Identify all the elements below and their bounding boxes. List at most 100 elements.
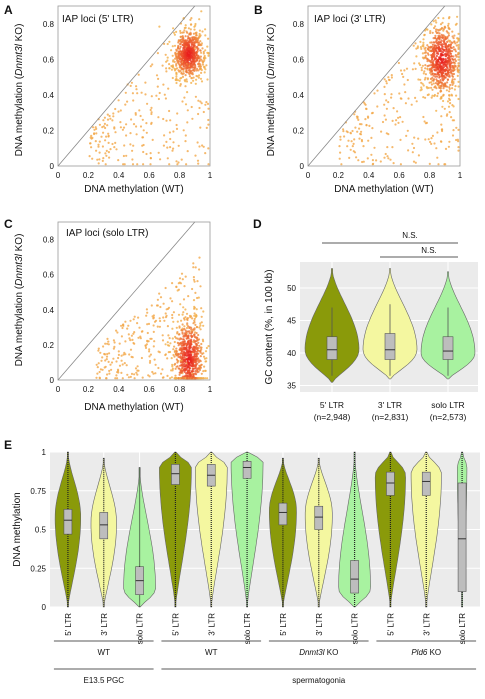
scatter-point <box>200 315 203 318</box>
scatter-point <box>121 323 125 327</box>
scatter-point <box>184 39 187 43</box>
y-tick-label: 0.6 <box>43 55 55 64</box>
scatter-point <box>177 344 180 347</box>
scatter-point <box>172 27 175 30</box>
scatter-point <box>451 78 454 81</box>
scatter-point <box>192 262 195 265</box>
scatter-point <box>194 323 197 326</box>
scatter-point <box>88 155 91 158</box>
scatter-point <box>431 94 434 97</box>
scatter-point <box>454 42 457 45</box>
scatter-point <box>450 70 453 73</box>
scatter-point <box>437 80 440 83</box>
scatter-point <box>192 68 195 71</box>
scatter-point <box>423 47 426 50</box>
group-label: Pld6 KO <box>411 648 441 657</box>
scatter-point <box>449 60 452 63</box>
scatter-point <box>452 37 455 40</box>
scatter-point <box>442 70 445 73</box>
scatter-point <box>178 373 181 376</box>
scatter-point <box>433 86 436 89</box>
scatter-point <box>193 327 196 330</box>
scatter-point <box>205 360 208 363</box>
scatter-point <box>186 150 189 153</box>
scatter-point <box>180 350 184 353</box>
scatter-point <box>178 338 181 341</box>
scatter-point <box>139 114 142 118</box>
scatter-point <box>435 59 439 62</box>
scatter-point <box>353 151 357 154</box>
scatter-point <box>164 53 167 56</box>
scatter-point <box>401 72 404 76</box>
scatter-point <box>391 119 394 122</box>
y-tick-label: 0 <box>50 162 55 171</box>
scatter-point <box>126 100 129 103</box>
scatter-point <box>451 134 455 137</box>
scatter-point <box>183 60 186 63</box>
scatter-point <box>200 10 203 13</box>
scatter-point <box>204 103 207 106</box>
scatter-point <box>456 74 459 77</box>
scatter-point <box>122 163 125 166</box>
scatter-point <box>386 155 389 158</box>
scatter-point <box>181 35 184 38</box>
scatter-point <box>194 266 197 269</box>
x-axis-label: DNA methylation (WT) <box>334 184 433 195</box>
scatter-point <box>455 44 458 47</box>
scatter-point <box>440 73 443 76</box>
scatter-point <box>172 353 175 357</box>
scatter-point <box>186 322 189 325</box>
scatter-point <box>151 138 154 141</box>
y-axis-label: GC content (%, in 100 kb) <box>264 269 275 384</box>
scatter-point <box>180 377 183 380</box>
scatter-point <box>186 317 189 320</box>
x-category-label: 3' LTR <box>207 613 216 636</box>
scatter-point <box>117 356 120 360</box>
scatter-point <box>428 162 431 165</box>
scatter-point <box>179 377 182 380</box>
x-category-label: 5' LTR <box>386 613 395 636</box>
scatter-point <box>417 154 420 157</box>
scatter-point <box>445 48 448 51</box>
scatter-point <box>371 127 374 130</box>
diagonal-line <box>57 5 196 167</box>
scatter-point <box>171 316 174 319</box>
scatter-point <box>171 367 174 370</box>
scatter-point <box>442 72 445 75</box>
scatter-point <box>196 296 199 300</box>
scatter-point <box>144 344 147 347</box>
scatter-point <box>452 61 456 64</box>
scatter-point <box>184 333 187 337</box>
scatter-point <box>161 64 164 67</box>
scatter-point <box>442 75 445 78</box>
scatter-point <box>149 163 152 166</box>
scatter-point <box>191 287 194 291</box>
scatter-point <box>175 63 178 66</box>
scatter-point <box>434 25 437 28</box>
scatter-point <box>106 118 110 121</box>
scatter-point <box>190 105 193 109</box>
scatter-point <box>96 366 99 369</box>
scatter-point <box>434 19 437 22</box>
scatter-point <box>448 90 451 93</box>
scatter-point <box>433 72 436 76</box>
scatter-point <box>183 49 186 52</box>
scatter-point <box>187 374 190 377</box>
scatter-point <box>175 71 178 74</box>
scatter-point <box>179 361 182 364</box>
scatter-point <box>184 43 187 47</box>
scatter-point <box>196 54 199 57</box>
scatter-point <box>197 333 200 337</box>
scatter-point <box>366 157 369 160</box>
scatter-point <box>174 367 177 370</box>
scatter-point <box>175 160 178 163</box>
scatter-point <box>170 357 173 360</box>
scatter-point <box>179 57 182 60</box>
scatter-point <box>410 103 413 106</box>
scatter-point <box>451 87 454 90</box>
scatter-point <box>189 18 192 21</box>
scatter-point <box>193 321 196 324</box>
scatter-point <box>440 123 443 126</box>
scatter-point <box>432 82 435 85</box>
scatter-point <box>206 45 209 48</box>
